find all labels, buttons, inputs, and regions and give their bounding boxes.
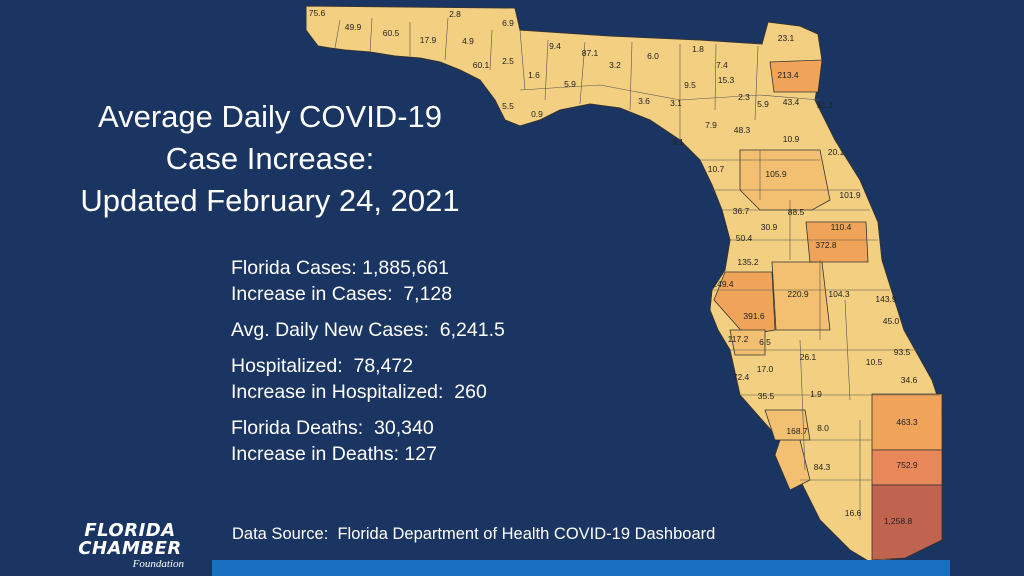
county-value-label: 6.0: [647, 51, 659, 61]
region-miami-dade: [871, 484, 943, 561]
increase-in-deaths: Increase in Deaths: 127: [231, 443, 437, 465]
avg-daily-new-cases: Avg. Daily New Cases: 6,241.5: [231, 319, 505, 341]
county-value-label: 36.7: [733, 206, 750, 216]
county-value-label: 6.5: [759, 337, 771, 347]
county-value-label: 35.5: [758, 391, 775, 401]
logo-line-1: FLORIDA: [84, 520, 176, 541]
county-value-label: 34.6: [901, 375, 918, 385]
county-value-label: 48.3: [734, 125, 751, 135]
county-value-label: 16.6: [845, 508, 862, 518]
county-value-label: 3.1: [672, 137, 684, 147]
county-value-label: 1,258.8: [884, 516, 913, 526]
stats-group-hospitalized: Hospitalized: 78,472 Increase in Hospita…: [231, 353, 671, 405]
county-value-label: 372.8: [815, 240, 837, 250]
county-value-label: 463.3: [896, 417, 918, 427]
county-value-label: 88.5: [788, 207, 805, 217]
county-value-label: 50.4: [736, 233, 753, 243]
data-source: Data Source: Florida Department of Healt…: [232, 525, 716, 543]
stats-group-deaths: Florida Deaths: 30,340 Increase in Death…: [231, 415, 671, 467]
stats-group-cases: Florida Cases: 1,885,661 Increase in Cas…: [231, 255, 671, 307]
county-value-label: 5.9: [757, 99, 769, 109]
hospitalized: Hospitalized: 78,472: [231, 355, 414, 377]
county-value-label: 4.9: [462, 36, 474, 46]
county-value-label: 75.6: [309, 8, 326, 18]
florida-chamber-logo: FLORIDA CHAMBER Foundation: [68, 520, 192, 571]
county-value-label: 220.9: [787, 289, 809, 299]
county-value-label: 10.7: [708, 164, 725, 174]
county-value-label: 1.6: [528, 70, 540, 80]
county-value-label: 60.5: [383, 28, 400, 38]
county-value-label: 9.5: [684, 80, 696, 90]
county-value-label: 15.3: [718, 75, 735, 85]
florida-cases: Florida Cases: 1,885,661: [231, 257, 449, 279]
county-value-label: 7.4: [716, 60, 728, 70]
county-value-label: 213.4: [777, 70, 799, 80]
county-value-label: 168.7: [786, 426, 808, 436]
county-value-label: 143.9: [875, 294, 897, 304]
county-value-label: 135.2: [737, 257, 759, 267]
county-borders: [334, 17, 940, 520]
florida-deaths: Florida Deaths: 30,340: [231, 417, 434, 439]
title-line-2: Case Increase:: [165, 141, 375, 176]
page-title: Average Daily COVID-19 Case Increase: Up…: [40, 96, 500, 222]
county-value-label: 2.8: [449, 9, 461, 19]
county-value-label: 43.4: [783, 97, 800, 107]
region-duval: [769, 59, 823, 93]
county-value-labels: 75.6 49.9 60.5 17.9 2.8 4.9 6.9 60.1 2.5 9.4 87.1 1…: [309, 8, 918, 526]
county-value-label: 5.5: [502, 101, 514, 111]
county-value-label: 49.9: [345, 22, 362, 32]
county-value-label: 752.9: [896, 460, 918, 470]
county-value-label: 3.6: [638, 96, 650, 106]
county-value-label: 87.1: [582, 48, 599, 58]
county-value-label: 93.5: [894, 347, 911, 357]
county-value-label: 30.9: [761, 222, 778, 232]
county-value-label: 9.4: [549, 41, 561, 51]
bottom-accent-bar: [212, 560, 950, 576]
county-value-label: 60.1: [473, 60, 490, 70]
county-value-label: 5.9: [564, 79, 576, 89]
county-value-label: 45.0: [883, 316, 900, 326]
county-value-label: 23.1: [778, 33, 795, 43]
title-line-1: Average Daily COVID-19: [97, 99, 442, 134]
increase-in-cases: Increase in Cases: 7,128: [231, 283, 453, 305]
county-value-label: 7.9: [705, 120, 717, 130]
county-value-label: 10.9: [783, 134, 800, 144]
county-value-label: 84.3: [814, 462, 831, 472]
county-value-label: 6.9: [502, 18, 514, 28]
county-value-label: 110.4: [831, 222, 852, 232]
region-polk: [771, 261, 831, 331]
county-value-label: 17.0: [757, 364, 774, 374]
county-value-label: 1.8: [692, 44, 704, 54]
county-value-label: 10.5: [866, 357, 883, 367]
county-value-label: 72.4: [733, 372, 750, 382]
logo-line-2: CHAMBER: [78, 538, 182, 559]
county-value-label: 20.1: [828, 147, 845, 157]
county-value-label: 3.2: [609, 60, 621, 70]
stats-panel: Florida Cases: 1,885,661 Increase in Cas…: [231, 255, 671, 477]
logo-line-3: Foundation: [132, 558, 184, 570]
county-value-label: 117.2: [728, 334, 749, 344]
county-value-label: 51.1: [817, 100, 834, 110]
county-value-label: 2.3: [738, 92, 750, 102]
county-value-label: 0.9: [531, 109, 543, 119]
county-value-label: 8.0: [817, 423, 829, 433]
county-value-label: 101.9: [839, 190, 861, 200]
county-value-label: 104.3: [828, 289, 850, 299]
county-value-label: 1.9: [810, 389, 822, 399]
county-value-label: 391.6: [743, 311, 765, 321]
county-value-label: 3.1: [670, 98, 682, 108]
region-moderate: [739, 149, 831, 211]
region-orange: [805, 221, 869, 263]
stats-group-avg: Avg. Daily New Cases: 6,241.5: [231, 317, 671, 343]
county-value-label: 105.9: [765, 169, 787, 179]
county-value-label: 26.1: [800, 352, 817, 362]
region-pinellas: [729, 329, 766, 356]
county-value-label: 249.4: [712, 279, 734, 289]
county-value-label: 2.5: [502, 56, 514, 66]
title-line-3: Updated February 24, 2021: [80, 183, 460, 218]
increase-in-hospitalized: Increase in Hospitalized: 260: [231, 381, 487, 403]
county-value-label: 17.9: [420, 35, 437, 45]
